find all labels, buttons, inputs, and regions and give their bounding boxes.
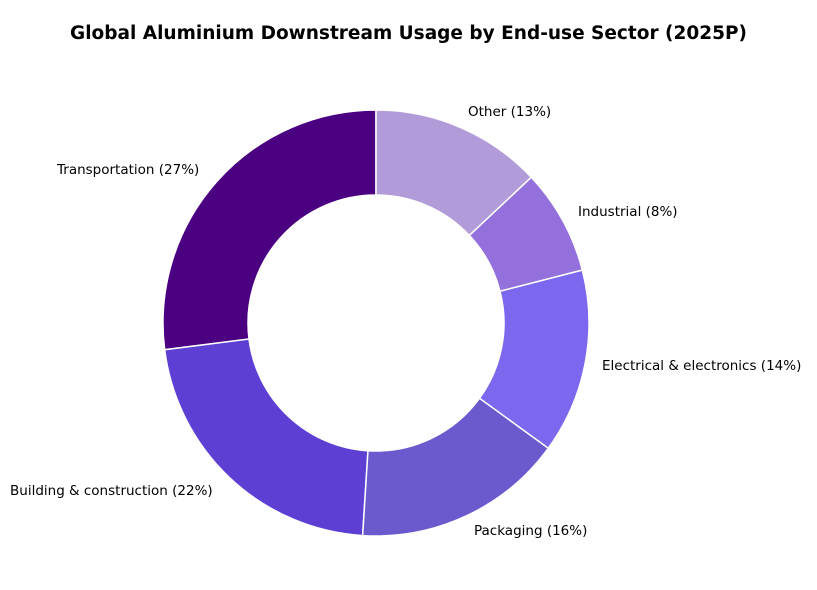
- slice-label-other: Other (13%): [468, 104, 552, 120]
- slice-label-transportation: Transportation (27%): [57, 162, 200, 178]
- chart-title: Global Aluminium Downstream Usage by End…: [70, 23, 747, 44]
- slice-label-packaging: Packaging (16%): [474, 523, 588, 539]
- donut-slice-transportation: [162, 109, 377, 351]
- donut-slice-building-construction: [163, 338, 369, 537]
- slice-label-industrial: Industrial (8%): [578, 204, 678, 220]
- slice-label-building-construction: Building & construction (22%): [10, 483, 213, 499]
- slice-label-electrical-electronics: Electrical & electronics (14%): [602, 358, 802, 374]
- donut-slice-other: [375, 109, 533, 237]
